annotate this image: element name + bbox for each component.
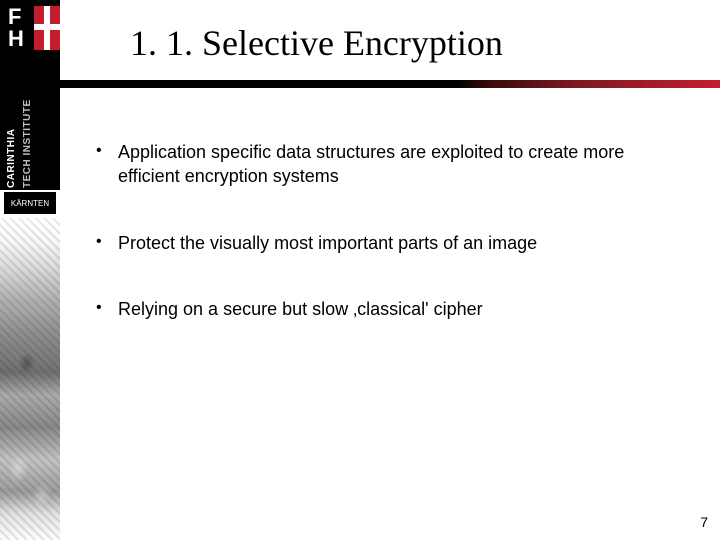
sidebar-text-tech: TECH INSTITUTE xyxy=(22,99,33,188)
slide-title: 1. 1. Selective Encryption xyxy=(130,22,503,64)
sidebar-image-strip xyxy=(0,218,60,540)
fh-logo-letters: FH xyxy=(8,6,24,50)
sidebar-text-carinthia: CARINTHIA xyxy=(6,129,17,189)
page-number: 7 xyxy=(700,514,708,530)
sidebar-logo-panel: FH CARINTHIA TECH INSTITUTE xyxy=(0,0,60,190)
title-area: 1. 1. Selective Encryption xyxy=(60,0,720,100)
karnten-badge: KÄRNTEN xyxy=(4,192,56,214)
bullet-item: Protect the visually most important part… xyxy=(96,231,676,255)
bullet-item: Relying on a secure but slow ‚classical'… xyxy=(96,297,676,321)
sidebar: FH CARINTHIA TECH INSTITUTE KÄRNTEN xyxy=(0,0,60,540)
fh-logo-cross-v xyxy=(44,6,50,50)
content-area: Application specific data structures are… xyxy=(96,140,676,321)
bullet-item: Application specific data structures are… xyxy=(96,140,676,189)
title-underline xyxy=(60,80,720,88)
